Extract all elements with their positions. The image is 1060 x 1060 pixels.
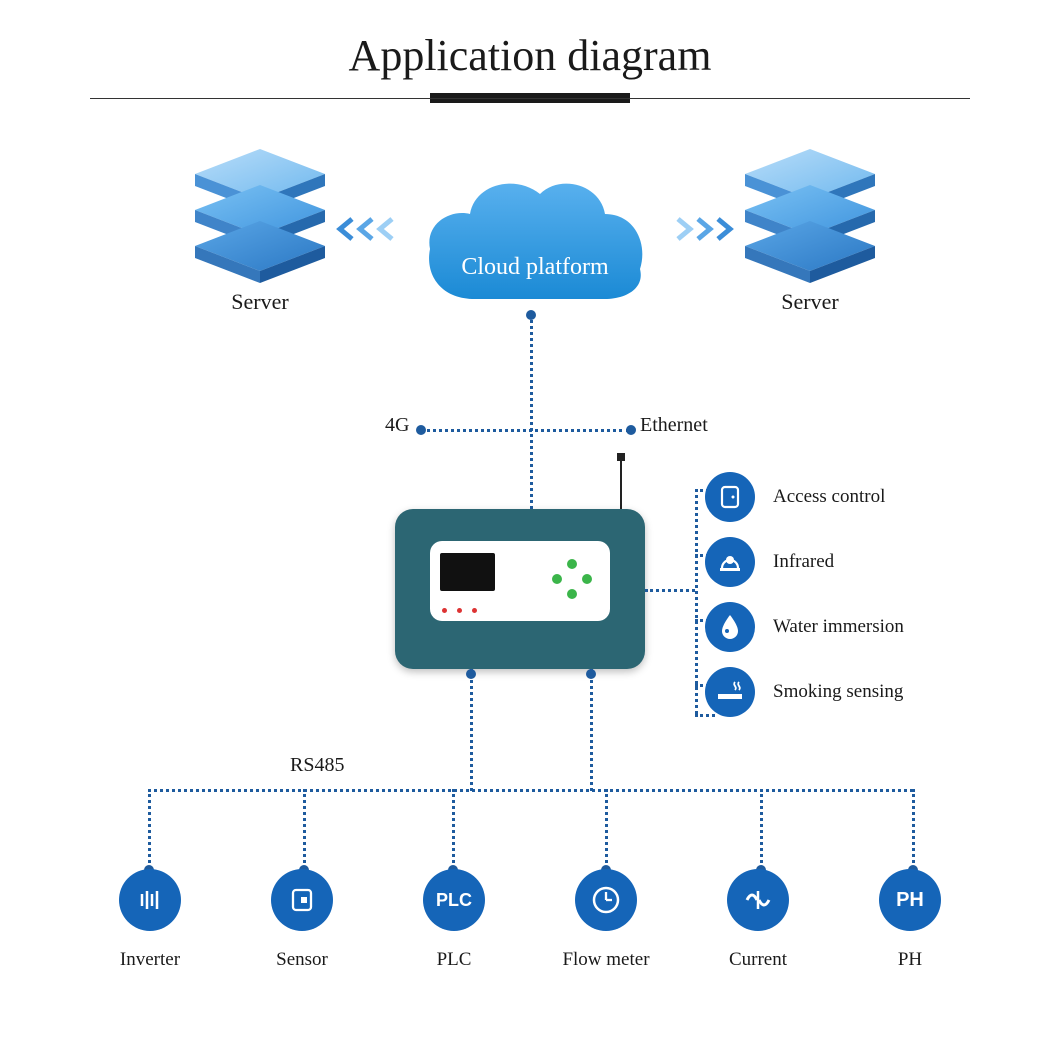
bottom-label: PLC [437, 949, 472, 971]
feature-access-control: Access control [705, 464, 1005, 529]
feature-water: Water immersion [705, 594, 1005, 659]
bottom-sensor: Sensor [242, 869, 362, 971]
device-leds [442, 608, 477, 613]
features-list: Access control Infrared Water immersion … [705, 464, 1005, 724]
current-icon [727, 869, 789, 931]
server-stack-icon [195, 149, 325, 289]
connector-device-bottom-2 [590, 669, 593, 791]
bottom-label: Current [729, 949, 787, 971]
connector-dot [526, 310, 536, 320]
device-indicator-icon [552, 559, 592, 599]
bottom-label: Flow meter [562, 949, 649, 971]
cloud-icon [420, 169, 650, 314]
label-ethernet: Ethernet [640, 414, 708, 437]
connector-features-bus [695, 489, 698, 714]
door-icon [705, 472, 755, 522]
bottom-label: PH [898, 949, 922, 971]
clock-icon [575, 869, 637, 931]
bottom-current: Current [698, 869, 818, 971]
connector-bottom-bus [148, 789, 913, 792]
connector-bottom-drop [912, 789, 915, 869]
bottom-row: Inverter Sensor PLC PLC Flow meter [90, 869, 970, 971]
plc-icon: PLC [423, 869, 485, 931]
device-gateway [395, 509, 645, 669]
sensor-icon [271, 869, 333, 931]
connector-bottom-drop [760, 789, 763, 869]
feature-infrared: Infrared [705, 529, 1005, 594]
cloud-platform: Cloud platform [420, 169, 650, 314]
connector-bottom-drop [303, 789, 306, 869]
page-title: Application diagram [0, 0, 1060, 93]
ph-icon: PH [879, 869, 941, 931]
connector-4g-eth [420, 429, 630, 432]
diagram-canvas: Server Se [0, 129, 1060, 1049]
antenna-icon [620, 459, 622, 514]
label-4g: 4G [385, 414, 409, 437]
feature-label: Access control [773, 486, 885, 508]
connector-cloud-device [530, 314, 533, 509]
device-panel [430, 541, 610, 621]
smoke-icon [705, 667, 755, 717]
server-stack-icon [745, 149, 875, 289]
server-right: Server [745, 149, 875, 315]
inverter-icon [119, 869, 181, 931]
bottom-inverter: Inverter [90, 869, 210, 971]
server-left: Server [195, 149, 325, 315]
bottom-plc: PLC PLC [394, 869, 514, 971]
connector-bottom-drop [605, 789, 608, 869]
cloud-label: Cloud platform [420, 254, 650, 281]
feature-smoke: Smoking sensing [705, 659, 1005, 724]
connector-device-bottom-1 [470, 669, 473, 791]
arrows-left-icon [330, 209, 410, 249]
server-right-label: Server [745, 289, 875, 315]
feature-label: Infrared [773, 551, 834, 573]
label-rs485: RS485 [290, 754, 344, 777]
bottom-ph: PH PH [850, 869, 970, 971]
feature-label: Smoking sensing [773, 681, 903, 703]
connector-dot [466, 669, 476, 679]
feature-label: Water immersion [773, 616, 904, 638]
title-rule [90, 98, 970, 99]
connector-device-features [645, 589, 695, 592]
bottom-label: Inverter [120, 949, 180, 971]
connector-dot [586, 669, 596, 679]
bottom-flowmeter: Flow meter [546, 869, 666, 971]
bottom-label: Sensor [276, 949, 328, 971]
infrared-icon [705, 537, 755, 587]
connector-dot [626, 425, 636, 435]
connector-bottom-drop [148, 789, 151, 869]
drop-icon [705, 602, 755, 652]
connector-dot [416, 425, 426, 435]
arrows-right-icon [660, 209, 740, 249]
connector-bottom-drop [452, 789, 455, 869]
server-left-label: Server [195, 289, 325, 315]
device-screen [440, 553, 495, 591]
